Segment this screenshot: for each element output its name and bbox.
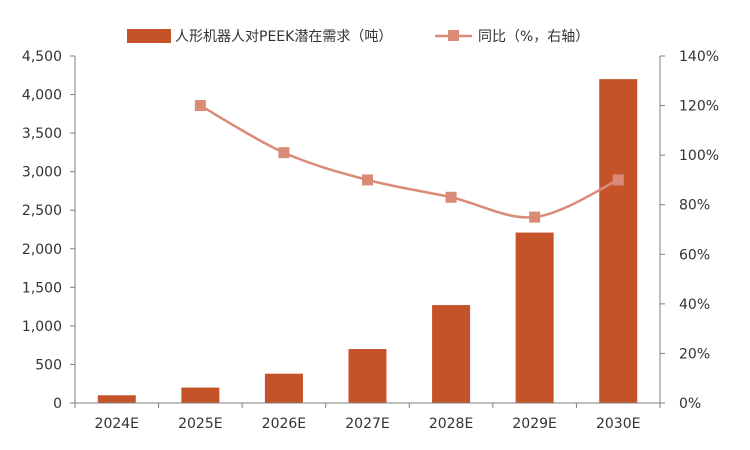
- yoy-point-2027E: [362, 174, 373, 186]
- bar-2028E: [432, 305, 471, 403]
- left-tick-label: 500: [35, 357, 62, 373]
- left-tick-label: 1,500: [22, 280, 62, 296]
- bar-2027E: [348, 349, 387, 403]
- yoy-point-2026E: [278, 147, 290, 159]
- x-axis-ticks: 2024E 2025E 2026E 2027E 2028E 2029E 2030E: [74, 403, 661, 432]
- x-tick-label: 2026E: [262, 416, 306, 432]
- yoy-point-2025E: [194, 100, 206, 112]
- left-tick-label: 3,000: [22, 165, 62, 181]
- right-tick-label: 0%: [679, 396, 701, 412]
- line-series: [194, 100, 624, 223]
- right-axis-ticks: 0% 20% 40% 60% 80% 100% 120% 140%: [660, 49, 719, 412]
- left-tick-label: 3,500: [22, 126, 62, 142]
- bar-2025E: [181, 387, 220, 403]
- right-tick-label: 100%: [679, 148, 719, 164]
- bar-2029E: [515, 232, 554, 403]
- x-tick-label: 2030E: [596, 416, 640, 432]
- left-tick-label: 2,500: [22, 203, 62, 219]
- left-tick-label: 1,000: [22, 319, 62, 335]
- left-tick-label: 0: [53, 396, 62, 412]
- legend-line-label: 同比（%，右轴）: [478, 29, 589, 45]
- right-tick-label: 20%: [679, 346, 710, 362]
- x-tick-label: 2029E: [512, 416, 556, 432]
- bar-2030E: [599, 79, 638, 403]
- legend: 人形机器人对PEEK潜在需求（吨） 同比（%，右轴）: [127, 29, 589, 45]
- bar-2024E: [97, 395, 136, 403]
- legend-line-marker: [448, 30, 459, 41]
- axes: [74, 56, 661, 404]
- left-tick-label: 4,500: [22, 49, 62, 65]
- legend-bar-label: 人形机器人对PEEK潜在需求（吨）: [175, 29, 392, 45]
- x-tick-label: 2025E: [178, 416, 222, 432]
- right-tick-label: 40%: [679, 297, 710, 313]
- left-tick-label: 4,000: [22, 88, 62, 104]
- yoy-line-path: [199, 104, 619, 219]
- right-tick-label: 80%: [679, 198, 710, 214]
- x-tick-label: 2028E: [429, 416, 473, 432]
- bar-series: [97, 79, 638, 403]
- left-axis-ticks: 0 500 1,000 1,500 2,000 2,500 3,000 3,500 4,000 4…: [22, 49, 75, 412]
- x-tick-label: 2027E: [345, 416, 389, 432]
- yoy-point-2030E: [612, 174, 624, 186]
- yoy-point-2029E: [529, 211, 541, 223]
- left-tick-label: 2,000: [22, 242, 62, 258]
- x-tick-label: 2024E: [95, 416, 139, 432]
- right-tick-label: 120%: [679, 99, 719, 115]
- right-tick-label: 60%: [679, 247, 710, 263]
- bar-2026E: [264, 373, 303, 403]
- yoy-point-2028E: [445, 191, 457, 203]
- right-tick-label: 140%: [679, 49, 719, 65]
- legend-bar-swatch: [127, 29, 171, 43]
